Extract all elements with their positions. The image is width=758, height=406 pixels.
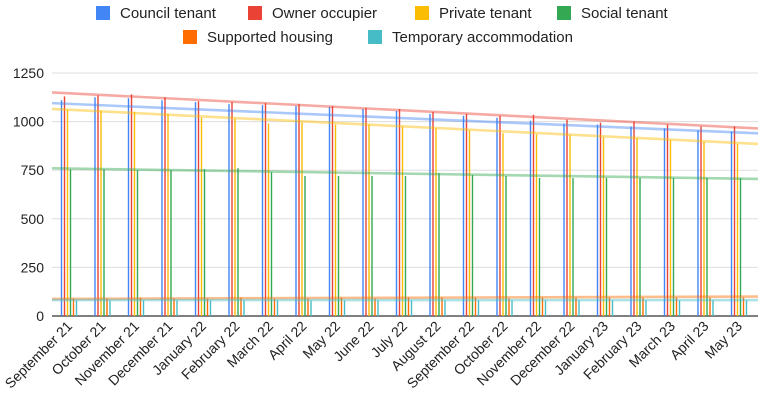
y-tick-label: 1000	[13, 114, 44, 130]
y-tick-label: 750	[21, 162, 45, 178]
x-tick-label: April 23	[667, 318, 712, 363]
trendline	[51, 107, 758, 146]
legend-label: Supported housing	[207, 29, 333, 46]
y-tick-label: 0	[36, 308, 44, 324]
legend-swatch	[557, 6, 571, 20]
legend-label: Social tenant	[581, 5, 669, 22]
legend-item: Council tenant	[96, 5, 217, 22]
y-tick-label: 1250	[13, 65, 44, 81]
legend-label: Temporary accommodation	[392, 29, 573, 46]
legend-item: Social tenant	[557, 5, 669, 22]
y-tick-label: 250	[21, 259, 45, 275]
trendline	[51, 295, 758, 301]
x-tick-label: April 22	[265, 318, 310, 363]
legend-item: Owner occupier	[248, 5, 377, 22]
legend-item: Temporary accommodation	[368, 29, 573, 46]
legend-label: Private tenant	[439, 5, 532, 22]
bars	[60, 94, 748, 316]
trendline	[51, 101, 758, 135]
legend-swatch	[96, 6, 110, 20]
legend-swatch	[248, 6, 262, 20]
legend-swatch	[183, 30, 197, 44]
legend-label: Council tenant	[120, 5, 217, 22]
legend-swatch	[415, 6, 429, 20]
legend-swatch	[368, 30, 382, 44]
y-tick-label: 500	[21, 211, 45, 227]
trendlines	[51, 91, 758, 302]
trendline	[51, 91, 758, 130]
legend-item: Private tenant	[415, 5, 532, 22]
x-tick-label: May 23	[701, 318, 745, 362]
legend-item: Supported housing	[183, 29, 333, 46]
legend-label: Owner occupier	[272, 5, 377, 22]
trendline	[51, 166, 758, 181]
legend: Council tenant Owner occupier Private tena…	[96, 5, 669, 46]
